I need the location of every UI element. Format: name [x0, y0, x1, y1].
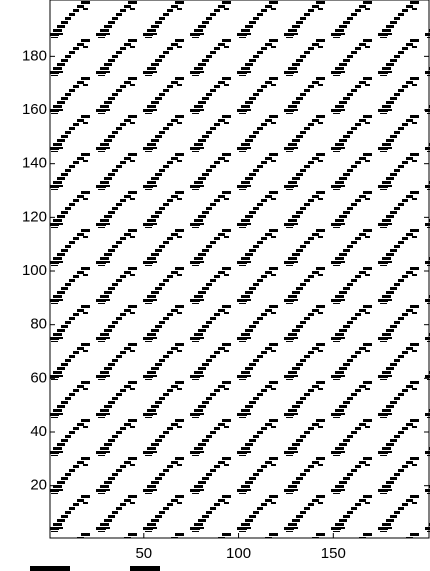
chart: 20 40 60 80 100 120 140 160 180 50 100 150	[0, 0, 430, 571]
y-tick-label: 60	[30, 369, 47, 386]
y-tick-label: 20	[30, 477, 47, 494]
y-tick-label: 100	[22, 262, 47, 279]
y-tick-label: 80	[30, 316, 47, 333]
x-tick-label: 100	[226, 545, 251, 562]
y-tick-label: 120	[22, 208, 47, 225]
x-tick-label: 150	[321, 545, 346, 562]
y-tick-label: 180	[22, 47, 47, 64]
y-tick-label: 140	[22, 155, 47, 172]
y-tick-label: 160	[22, 101, 47, 118]
x-tick-label: 50	[135, 545, 152, 562]
image-texture	[50, 0, 430, 538]
bottom-fragment	[30, 566, 160, 571]
y-tick-label: 40	[30, 423, 47, 440]
